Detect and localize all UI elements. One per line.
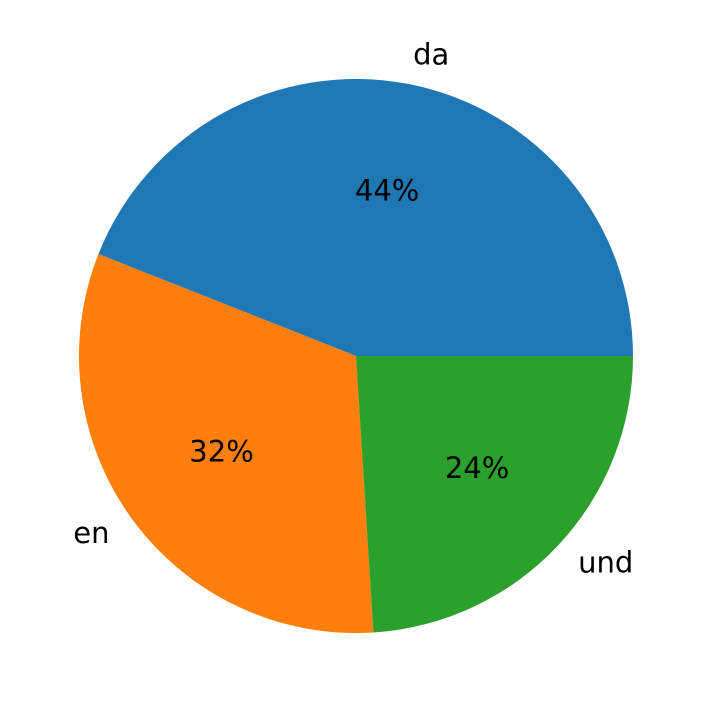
- pie-wedge: [356, 356, 633, 633]
- category-label: en: [73, 516, 109, 550]
- percent-label: 24%: [445, 451, 509, 485]
- pie-wedge: [98, 78, 634, 356]
- category-label: und: [578, 546, 633, 580]
- pie-wedge: [78, 254, 374, 634]
- category-label: da: [413, 38, 449, 72]
- percent-label: 44%: [355, 174, 419, 208]
- percent-label: 32%: [189, 435, 253, 469]
